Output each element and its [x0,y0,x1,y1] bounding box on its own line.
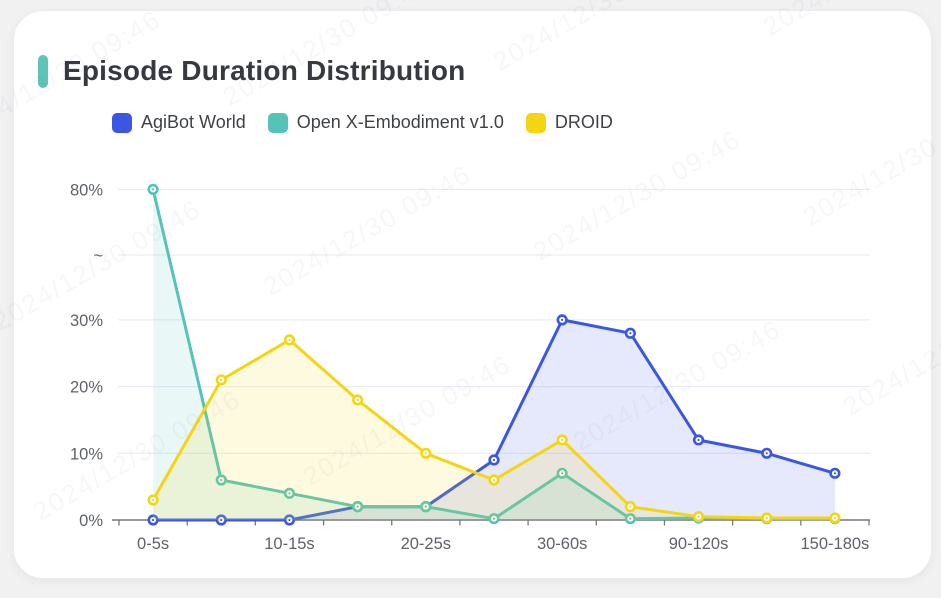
x-axis-label: 90-120s [669,535,729,553]
data-point-dot [151,518,155,522]
y-axis-label: 80% [70,181,103,199]
title-row: Episode Duration Distribution [38,52,465,90]
series-area-droid [153,339,835,520]
legend-item-open-x-embodiment[interactable]: Open X-Embodiment v1.0 [267,112,504,133]
chart-card [13,10,932,579]
data-point-dot [765,452,768,455]
data-point-dot [833,516,837,520]
x-axis-label: 30-60s [537,535,587,553]
legend-item-agibot-world[interactable]: AgiBot World [112,112,246,133]
data-point-dot [424,505,427,508]
x-axis-label: 0-5s [137,535,169,553]
data-point-dot [629,332,632,335]
data-point-dot [492,517,496,520]
legend-item-droid[interactable]: DROID [525,112,613,133]
data-point-dot [288,492,291,495]
data-point-dot [220,478,223,482]
data-point-dot [561,438,564,442]
data-point-dot [629,517,632,520]
x-axis-label: 150-180s [801,535,870,553]
data-point-dot [151,188,155,191]
data-point-dot [356,505,359,508]
data-point-dot [492,478,496,482]
chart-legend: AgiBot World Open X-Embodiment v1.0 DROI… [112,112,613,133]
series-area-agibot-world [153,319,835,520]
legend-label: Open X-Embodiment v1.0 [296,112,504,132]
data-point-dot [697,438,700,442]
data-point-dot [151,498,155,502]
title-accent-bar [38,54,48,88]
data-point-dot [697,515,700,518]
data-point-dot [356,398,359,402]
data-point-dot [765,516,768,520]
y-axis-label: ~ [93,247,103,265]
x-axis-label: 20-25s [401,535,451,553]
legend-swatch-open-x-embodiment [267,112,288,133]
data-point-dot [288,518,291,522]
data-point-dot [424,452,427,455]
data-point-dot [492,458,496,462]
data-point-dot [288,338,291,342]
data-point-dot [561,472,564,475]
x-axis-label: 10-15s [264,535,314,553]
series-area-open-x-embodiment-v1-0 [153,189,835,520]
y-axis-label: 0% [79,512,103,530]
data-point-dot [220,378,223,382]
legend-swatch-agibot-world [112,112,132,133]
legend-label: DROID [554,112,613,132]
legend-label: AgiBot World [141,112,246,132]
legend-swatch-droid [525,112,546,133]
data-point-dot [220,518,223,522]
data-point-dot [629,505,632,508]
page-title: Episode Duration Distribution [63,55,466,86]
y-axis-label: 20% [70,379,103,397]
data-point-dot [833,472,837,475]
y-axis-label: 30% [70,312,103,330]
data-point-dot [561,318,564,321]
y-axis-label: 10% [70,445,103,463]
